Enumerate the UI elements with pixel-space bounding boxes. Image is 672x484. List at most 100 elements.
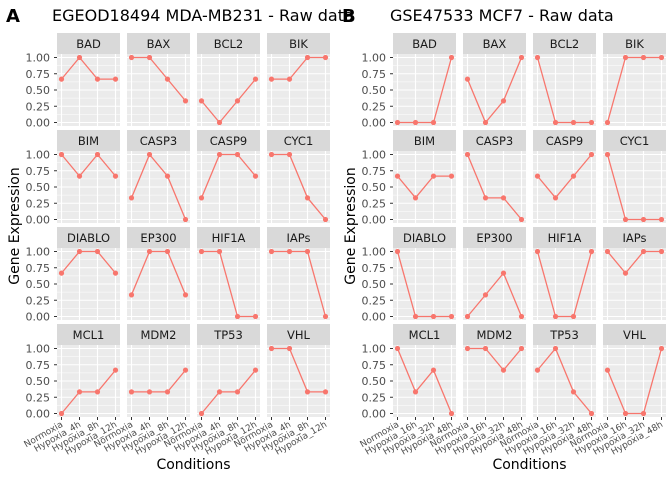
y-tick-label: 0.75 <box>362 165 387 178</box>
facet-strip <box>267 227 330 248</box>
data-point <box>94 248 101 255</box>
data-point <box>570 119 577 126</box>
data-point <box>304 389 311 395</box>
facet-strip <box>603 324 666 345</box>
data-point <box>304 195 311 201</box>
data-point <box>322 313 329 320</box>
data-point <box>58 410 65 417</box>
series-line <box>606 56 662 123</box>
facet-strip <box>603 227 666 248</box>
facet-label: MDM2 <box>140 328 176 342</box>
series-line <box>61 56 116 80</box>
facet-strip <box>127 33 190 54</box>
y-tick-label: 0.25 <box>362 100 387 113</box>
data-point <box>658 54 665 61</box>
data-point <box>552 313 559 320</box>
data-point <box>430 367 437 373</box>
data-point <box>588 151 595 158</box>
facet-hif1a: HIF1A <box>197 227 260 320</box>
data-point <box>622 270 629 276</box>
data-point <box>412 195 419 201</box>
data-point <box>94 389 101 395</box>
data-point <box>304 248 311 255</box>
facet-strip <box>57 130 120 151</box>
facet-bad: BAD 0.00 0.25 0.50 0.75 1.00 <box>362 33 456 130</box>
data-point <box>658 248 665 255</box>
facet-diablo: DIABLO 0.00 0.25 0.50 0.75 1.00 <box>362 227 456 324</box>
series-line <box>201 78 257 124</box>
data-point <box>322 216 329 223</box>
data-point <box>182 98 189 104</box>
series-line <box>536 251 593 318</box>
data-point <box>252 76 259 82</box>
data-point <box>58 151 65 158</box>
facet-label: TP53 <box>213 328 243 342</box>
data-point <box>182 216 189 223</box>
facet-strip <box>267 324 330 345</box>
series-line <box>536 57 592 124</box>
data-point <box>164 76 171 82</box>
data-point <box>216 151 223 158</box>
facet-mdm2: MDM2NormoxiaHypoxia_16hHypoxia_32hHypoxi… <box>429 324 526 458</box>
data-point <box>182 292 189 298</box>
facet-strip <box>197 33 260 54</box>
facet-strip <box>197 324 260 345</box>
facet-hif1a: HIF1A <box>533 227 596 320</box>
facet-bim: BIM 0.00 0.25 0.50 0.75 1.00 <box>26 130 120 227</box>
data-point <box>286 76 293 82</box>
data-point <box>430 173 437 179</box>
facet-label: MCL1 <box>73 328 105 342</box>
facet-strip <box>267 130 330 151</box>
facet-label: BAD <box>412 37 437 51</box>
facet-strip <box>57 33 120 54</box>
facet-label: IAPs <box>623 231 647 245</box>
y-tick-label: 0.50 <box>26 278 51 291</box>
facet-label: IAPs <box>287 231 311 245</box>
y-tick-label: 0.25 <box>26 197 51 210</box>
y-tick-label: 0.25 <box>362 197 387 210</box>
data-point <box>412 119 419 126</box>
facet-label: HIF1A <box>548 231 582 245</box>
data-point <box>112 367 119 373</box>
data-point <box>216 389 223 395</box>
y-tick-label: 0.00 <box>26 408 51 421</box>
data-point <box>216 119 223 126</box>
data-point <box>76 248 83 255</box>
facet-strip <box>533 130 596 151</box>
y-tick-label: 1.00 <box>26 246 51 259</box>
facet-bax: BAX <box>127 33 190 126</box>
y-tick-label: 0.25 <box>26 100 51 113</box>
series-line <box>200 153 256 199</box>
y-tick-label: 1.00 <box>362 52 387 65</box>
data-point <box>570 173 577 179</box>
facet-strip <box>463 33 526 54</box>
facet-strip <box>463 130 526 151</box>
data-point <box>286 151 293 158</box>
data-point <box>552 195 559 201</box>
y-tick-label: 0.50 <box>362 375 387 388</box>
facet-ep300: EP300 <box>463 227 526 320</box>
series-line <box>466 57 523 124</box>
series-line <box>271 347 326 393</box>
facet-cyc1: CYC1 <box>603 130 666 223</box>
data-point <box>76 54 83 61</box>
data-point <box>640 410 647 417</box>
data-point <box>112 173 119 179</box>
data-point <box>146 248 153 255</box>
series-line <box>131 56 187 102</box>
data-point <box>198 410 205 417</box>
y-tick-label: 0.50 <box>362 84 387 97</box>
data-point <box>76 389 83 395</box>
facet-label: CASP3 <box>140 134 177 148</box>
series-line <box>467 347 522 372</box>
data-point <box>268 151 275 158</box>
facet-label: MCL1 <box>409 328 441 342</box>
facet-iaps: IAPs <box>267 227 330 320</box>
data-point <box>482 345 489 352</box>
data-point <box>464 151 471 158</box>
series-line <box>606 154 662 221</box>
data-point <box>268 345 275 352</box>
data-point <box>534 367 541 373</box>
y-tick-label: 0.00 <box>26 311 51 324</box>
